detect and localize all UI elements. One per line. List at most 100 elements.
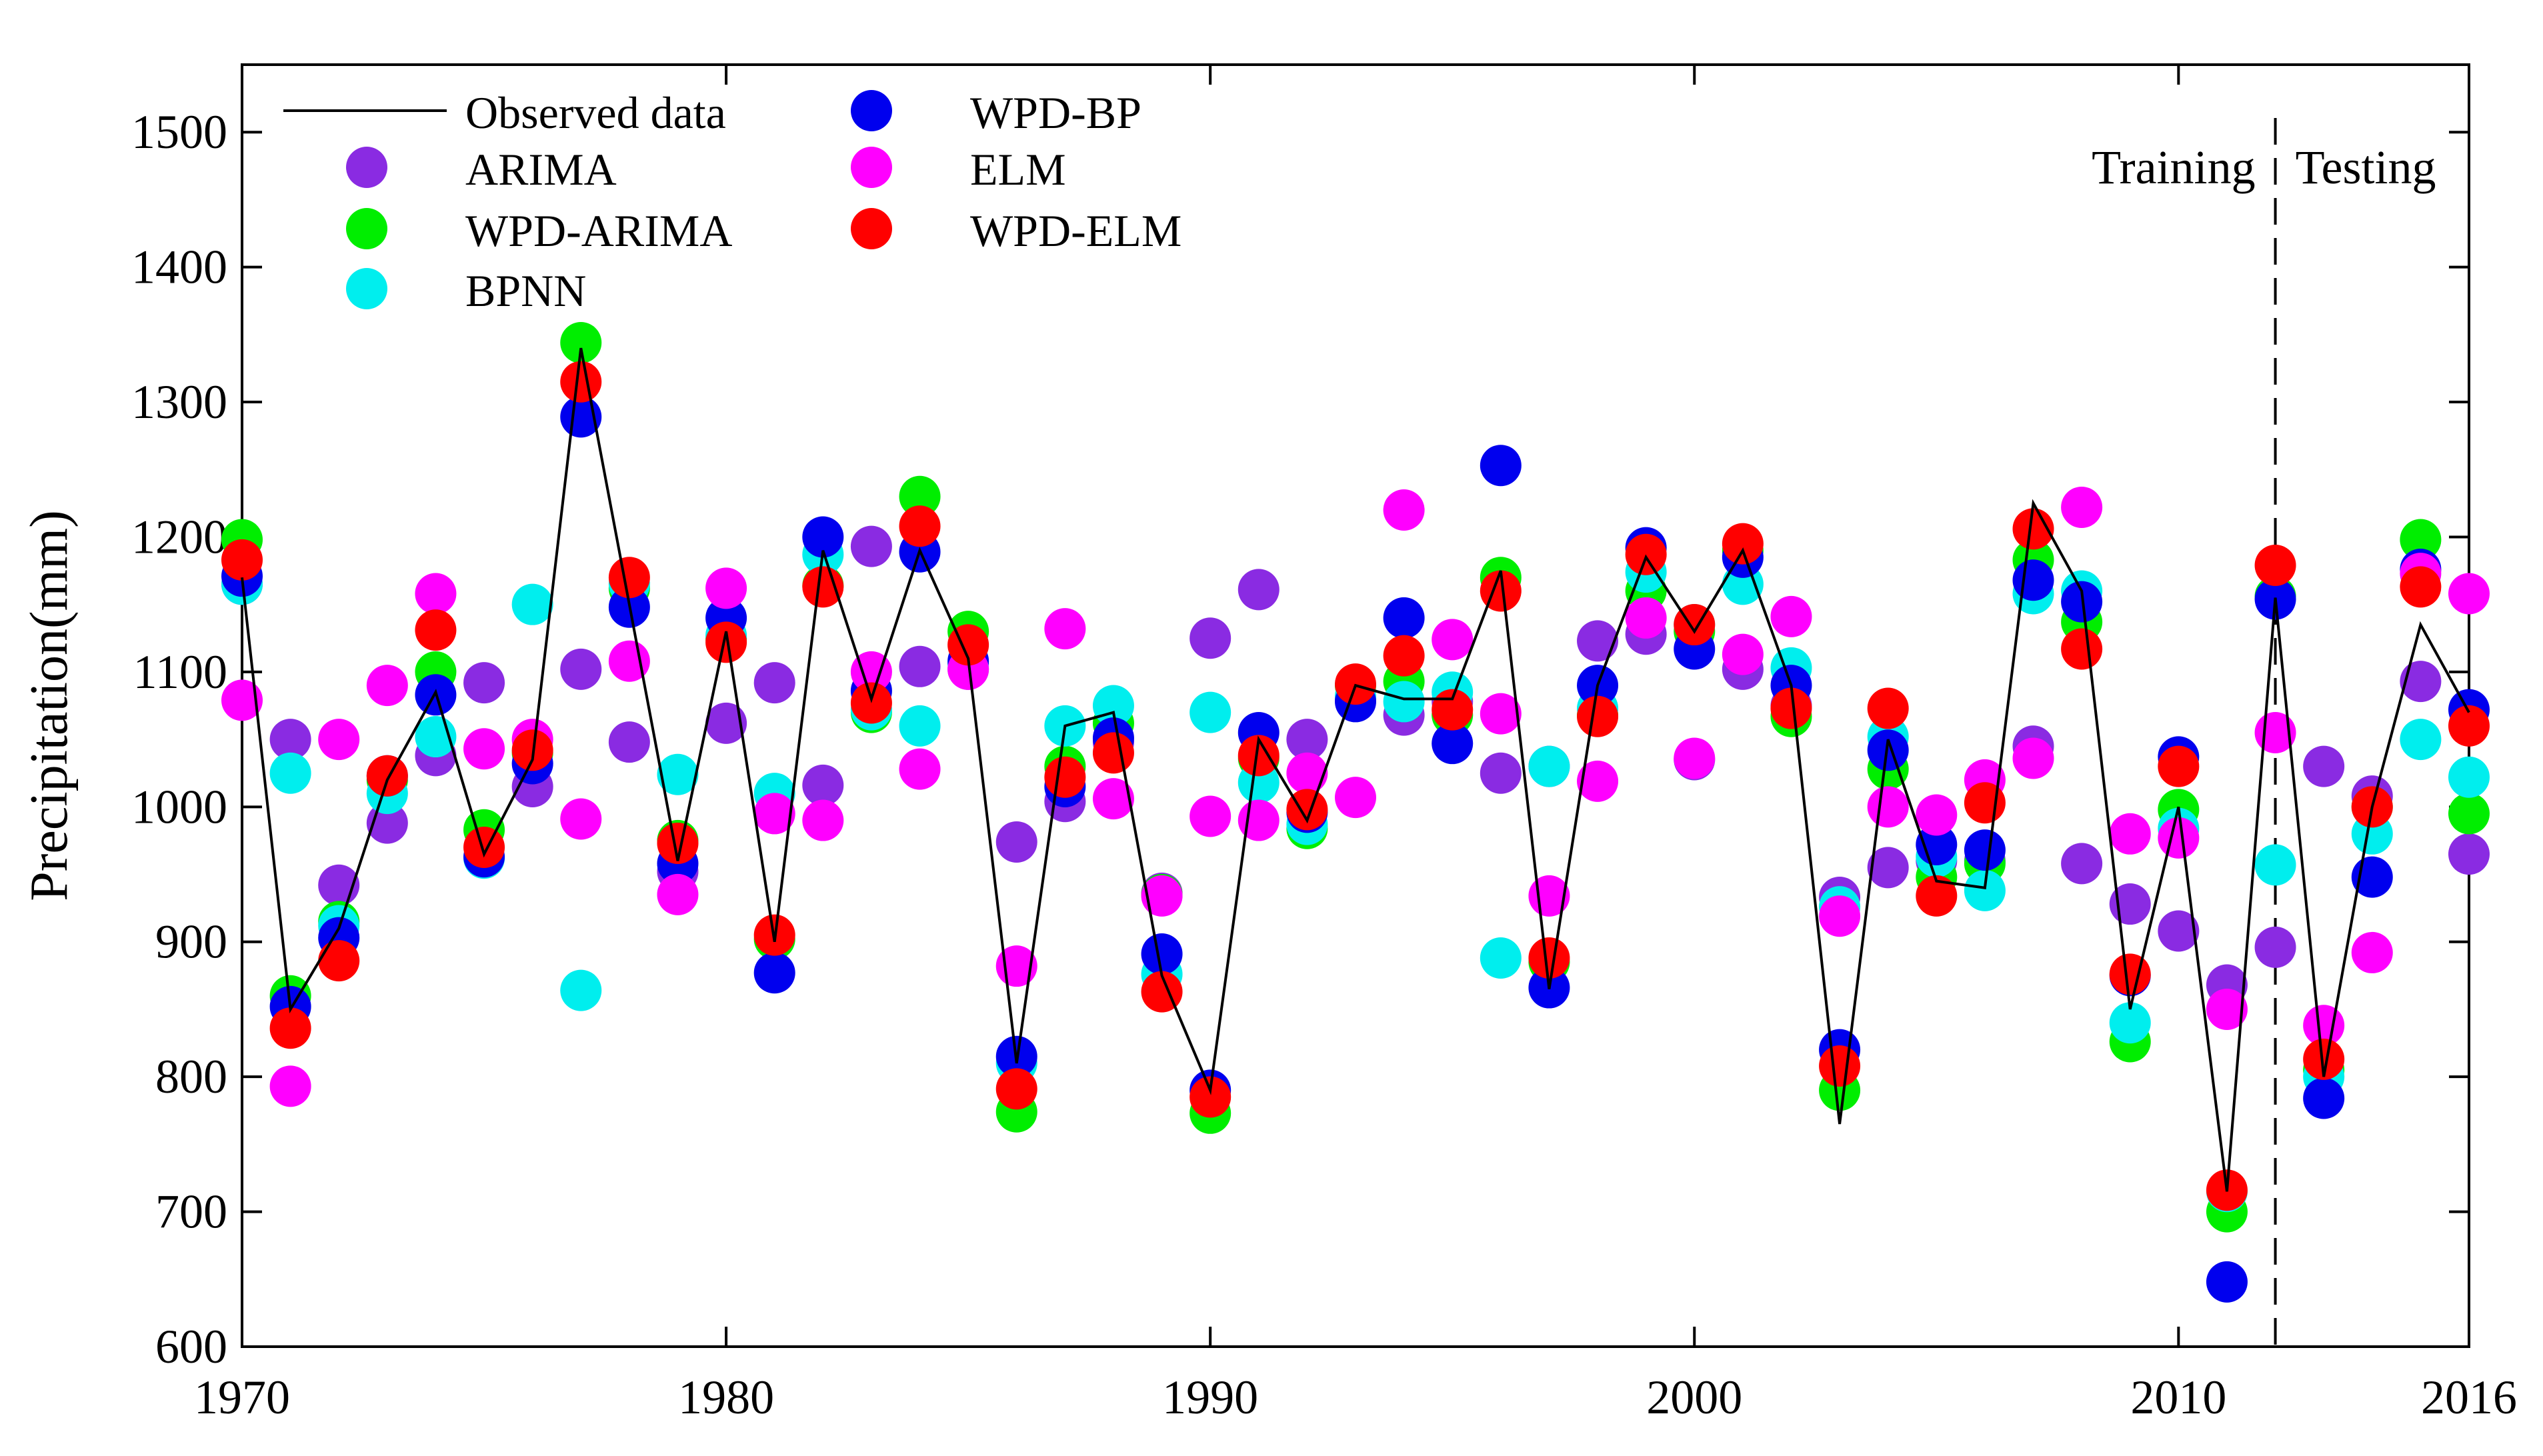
series-layer — [221, 321, 2490, 1303]
point-wpd-elm-1978 — [608, 557, 650, 599]
point-wpd-elm-2005 — [1916, 875, 1958, 917]
training-label: Training — [2092, 141, 2255, 194]
point-wpd-bp-1994 — [1383, 597, 1425, 639]
point-elm-2010 — [2158, 817, 2200, 859]
point-arima-1981 — [753, 662, 795, 704]
point-wpd-bp-2004 — [1867, 729, 1909, 771]
series-elm — [221, 486, 2490, 1107]
point-wpd-bp-2013 — [2303, 1077, 2345, 1119]
point-arima-2004 — [1867, 847, 1909, 889]
point-elm-1981 — [753, 793, 795, 835]
point-bpnn-2006 — [1964, 869, 2006, 911]
point-bpnn-2009 — [2109, 1002, 2151, 1044]
series-observed-line — [241, 347, 2470, 1192]
point-arima-1977 — [560, 648, 602, 690]
point-wpd-bp-2011 — [2206, 1261, 2248, 1303]
legend-swatch-bpnn — [346, 268, 387, 309]
point-wpd-elm-2012 — [2254, 544, 2296, 586]
point-elm-2003 — [1819, 895, 1861, 937]
point-elm-1982 — [802, 799, 844, 841]
point-bpnn-2015 — [2400, 719, 2442, 761]
legend-swatch-wpd-bp — [851, 90, 892, 131]
y-tick-label: 700 — [155, 1185, 227, 1239]
legend-label-wpd-arima: WPD-ARIMA — [465, 205, 732, 256]
point-arima-1998 — [1577, 620, 1619, 662]
point-arima-2010 — [2158, 910, 2200, 952]
point-arima-1971 — [269, 719, 311, 761]
y-axis: 600 700 800 900 1000 1100 1200 1300 1400 1500 — [131, 105, 2469, 1373]
point-elm-1988 — [1092, 778, 1134, 820]
legend-swatch-elm — [851, 147, 892, 188]
point-elm-1980 — [705, 567, 747, 609]
point-elm-2000 — [1674, 737, 1716, 779]
point-wpd-elm-1970 — [221, 539, 263, 581]
point-elm-2011 — [2206, 988, 2248, 1030]
point-bpnn-1984 — [899, 705, 941, 747]
testing-label: Testing — [2296, 141, 2436, 194]
point-wpd-bp-1989 — [1141, 933, 1183, 975]
legend-swatch-wpd-elm — [851, 208, 892, 249]
point-wpd-arima-2015 — [2400, 519, 2442, 561]
point-arima-1984 — [899, 645, 941, 687]
point-elm-2007 — [2012, 737, 2054, 779]
point-elm-1971 — [269, 1065, 311, 1107]
point-elm-2009 — [2109, 813, 2151, 855]
legend: Observed data ARIMA WPD-ARIMA BPNN WPD-BP ELM… — [283, 87, 1181, 316]
point-wpd-elm-1987 — [1044, 756, 1086, 798]
legend-swatch-arima — [346, 147, 387, 188]
point-wpd-elm-1988 — [1092, 732, 1134, 774]
legend-swatch-wpd-arima — [346, 208, 387, 249]
series-bpnn — [221, 533, 2490, 1213]
point-wpd-elm-1997 — [1528, 937, 1570, 979]
point-arima-2015 — [2400, 661, 2442, 703]
point-wpd-bp-1982 — [802, 516, 844, 558]
point-bpnn-1994 — [1383, 681, 1425, 723]
y-tick-label: 900 — [155, 915, 227, 969]
point-bpnn-1971 — [269, 752, 311, 794]
point-elm-1970 — [221, 679, 263, 721]
point-wpd-elm-1992 — [1286, 789, 1328, 831]
point-elm-2004 — [1867, 786, 1909, 828]
point-wpd-elm-1977 — [560, 361, 602, 403]
point-bpnn-2016 — [2448, 756, 2490, 798]
point-elm-1989 — [1141, 875, 1183, 917]
point-arima-2013 — [2303, 745, 2345, 787]
point-wpd-arima-2016 — [2448, 793, 2490, 835]
point-wpd-elm-2007 — [2012, 508, 2054, 550]
point-wpd-bp-2005 — [1916, 823, 1958, 865]
y-tick-label: 1200 — [131, 510, 227, 563]
point-elm-1987 — [1044, 608, 1086, 650]
point-arima-1990 — [1189, 617, 1231, 659]
point-wpd-bp-1981 — [753, 952, 795, 994]
point-wpd-elm-1999 — [1625, 533, 1667, 575]
point-elm-1993 — [1335, 777, 1376, 819]
point-arima-1983 — [850, 525, 892, 567]
legend-label-elm: ELM — [970, 144, 1066, 195]
point-wpd-arima-1977 — [560, 321, 602, 363]
point-elm-1998 — [1577, 760, 1619, 802]
point-arima-1980 — [705, 702, 747, 744]
point-arima-1991 — [1237, 569, 1280, 611]
point-wpd-elm-2010 — [2158, 745, 2200, 787]
point-elm-2016 — [2448, 573, 2490, 615]
point-elm-1978 — [608, 640, 650, 682]
point-wpd-elm-2004 — [1867, 687, 1909, 729]
point-bpnn-1996 — [1480, 937, 1522, 979]
point-wpd-elm-2009 — [2109, 953, 2151, 995]
point-arima-1986 — [995, 821, 1037, 863]
point-elm-1994 — [1383, 489, 1425, 531]
point-arima-2012 — [2254, 926, 2296, 968]
point-wpd-elm-1984 — [899, 505, 941, 547]
legend-label-wpd-elm: WPD-ELM — [970, 205, 1181, 256]
point-arima-1982 — [802, 764, 844, 806]
point-bpnn-1990 — [1189, 691, 1231, 733]
point-elm-1996 — [1480, 693, 1522, 735]
point-wpd-elm-1991 — [1237, 735, 1280, 777]
point-wpd-elm-2008 — [2061, 628, 2103, 670]
point-wpd-bp-2007 — [2012, 559, 2054, 601]
x-tick-label: 1980 — [678, 1371, 774, 1424]
point-elm-2005 — [1916, 794, 1958, 836]
point-wpd-elm-1974 — [415, 609, 457, 651]
x-tick-label: 2010 — [2130, 1371, 2226, 1424]
